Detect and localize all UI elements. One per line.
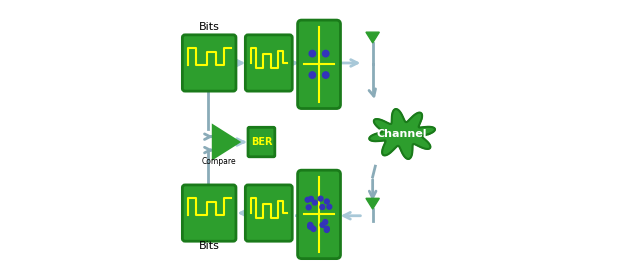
Circle shape	[308, 222, 313, 227]
Polygon shape	[213, 126, 239, 158]
Circle shape	[320, 222, 325, 227]
Circle shape	[323, 220, 328, 225]
Text: Compare: Compare	[202, 157, 236, 166]
Circle shape	[309, 50, 315, 57]
Circle shape	[309, 225, 314, 230]
Circle shape	[308, 224, 312, 229]
Circle shape	[327, 204, 332, 209]
Circle shape	[318, 196, 323, 201]
Circle shape	[325, 226, 329, 231]
FancyBboxPatch shape	[245, 35, 292, 91]
FancyBboxPatch shape	[182, 35, 236, 91]
Text: Bits: Bits	[198, 241, 220, 251]
Circle shape	[311, 226, 316, 231]
Circle shape	[320, 205, 325, 210]
Polygon shape	[369, 109, 435, 159]
FancyBboxPatch shape	[248, 127, 275, 157]
Polygon shape	[366, 32, 379, 43]
Circle shape	[312, 200, 317, 205]
Circle shape	[323, 72, 329, 78]
Circle shape	[324, 228, 329, 232]
Circle shape	[323, 50, 329, 57]
Text: BER: BER	[251, 137, 272, 147]
Circle shape	[305, 197, 310, 202]
Text: Channel: Channel	[377, 129, 427, 139]
Circle shape	[309, 196, 313, 201]
Circle shape	[306, 205, 311, 210]
Circle shape	[309, 72, 315, 78]
Text: Bits: Bits	[198, 22, 220, 32]
FancyBboxPatch shape	[245, 185, 292, 241]
FancyBboxPatch shape	[297, 20, 340, 109]
Polygon shape	[366, 198, 379, 209]
FancyBboxPatch shape	[297, 170, 340, 259]
Circle shape	[325, 199, 329, 204]
FancyBboxPatch shape	[182, 185, 236, 241]
